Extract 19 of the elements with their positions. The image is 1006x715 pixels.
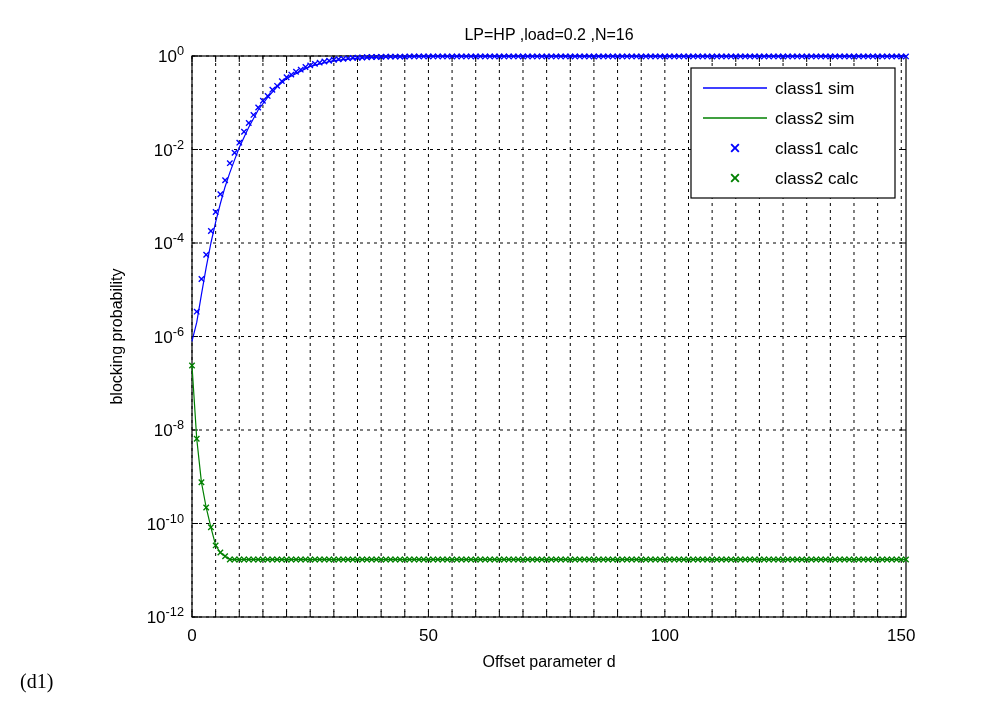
y-tick-label: 10$^{-8}$ — [153, 416, 184, 440]
y-tick-label: 10$^{-12}$ — [146, 603, 184, 627]
text: (d1) — [20, 670, 54, 693]
chart-title: LP=HP ,load=0.2 ,N=16 — [464, 26, 634, 43]
x-tick-label: 150 — [887, 626, 916, 645]
legend-label: class2 sim — [775, 109, 855, 128]
x-tick-label: 100 — [650, 626, 680, 645]
y-tick-label: 10$^{-4}$ — [153, 229, 184, 253]
y-axis-title: blocking probability — [108, 268, 125, 405]
y-tick-label: 10$^{0}$ — [157, 42, 184, 66]
y-tick-label: 10$^{-2}$ — [153, 136, 184, 160]
x-tick-label: 0 — [187, 626, 197, 645]
legend-label: class2 calc — [775, 169, 859, 188]
legend-label: class1 sim — [775, 79, 855, 98]
x-tick-label: 50 — [418, 626, 438, 645]
y-tick-label: 10$^{-10}$ — [146, 510, 184, 534]
y-tick-label: 10$^{-6}$ — [153, 323, 184, 347]
legend-label: class1 calc — [775, 139, 859, 158]
x-axis-title: Offset parameter d — [482, 653, 616, 670]
